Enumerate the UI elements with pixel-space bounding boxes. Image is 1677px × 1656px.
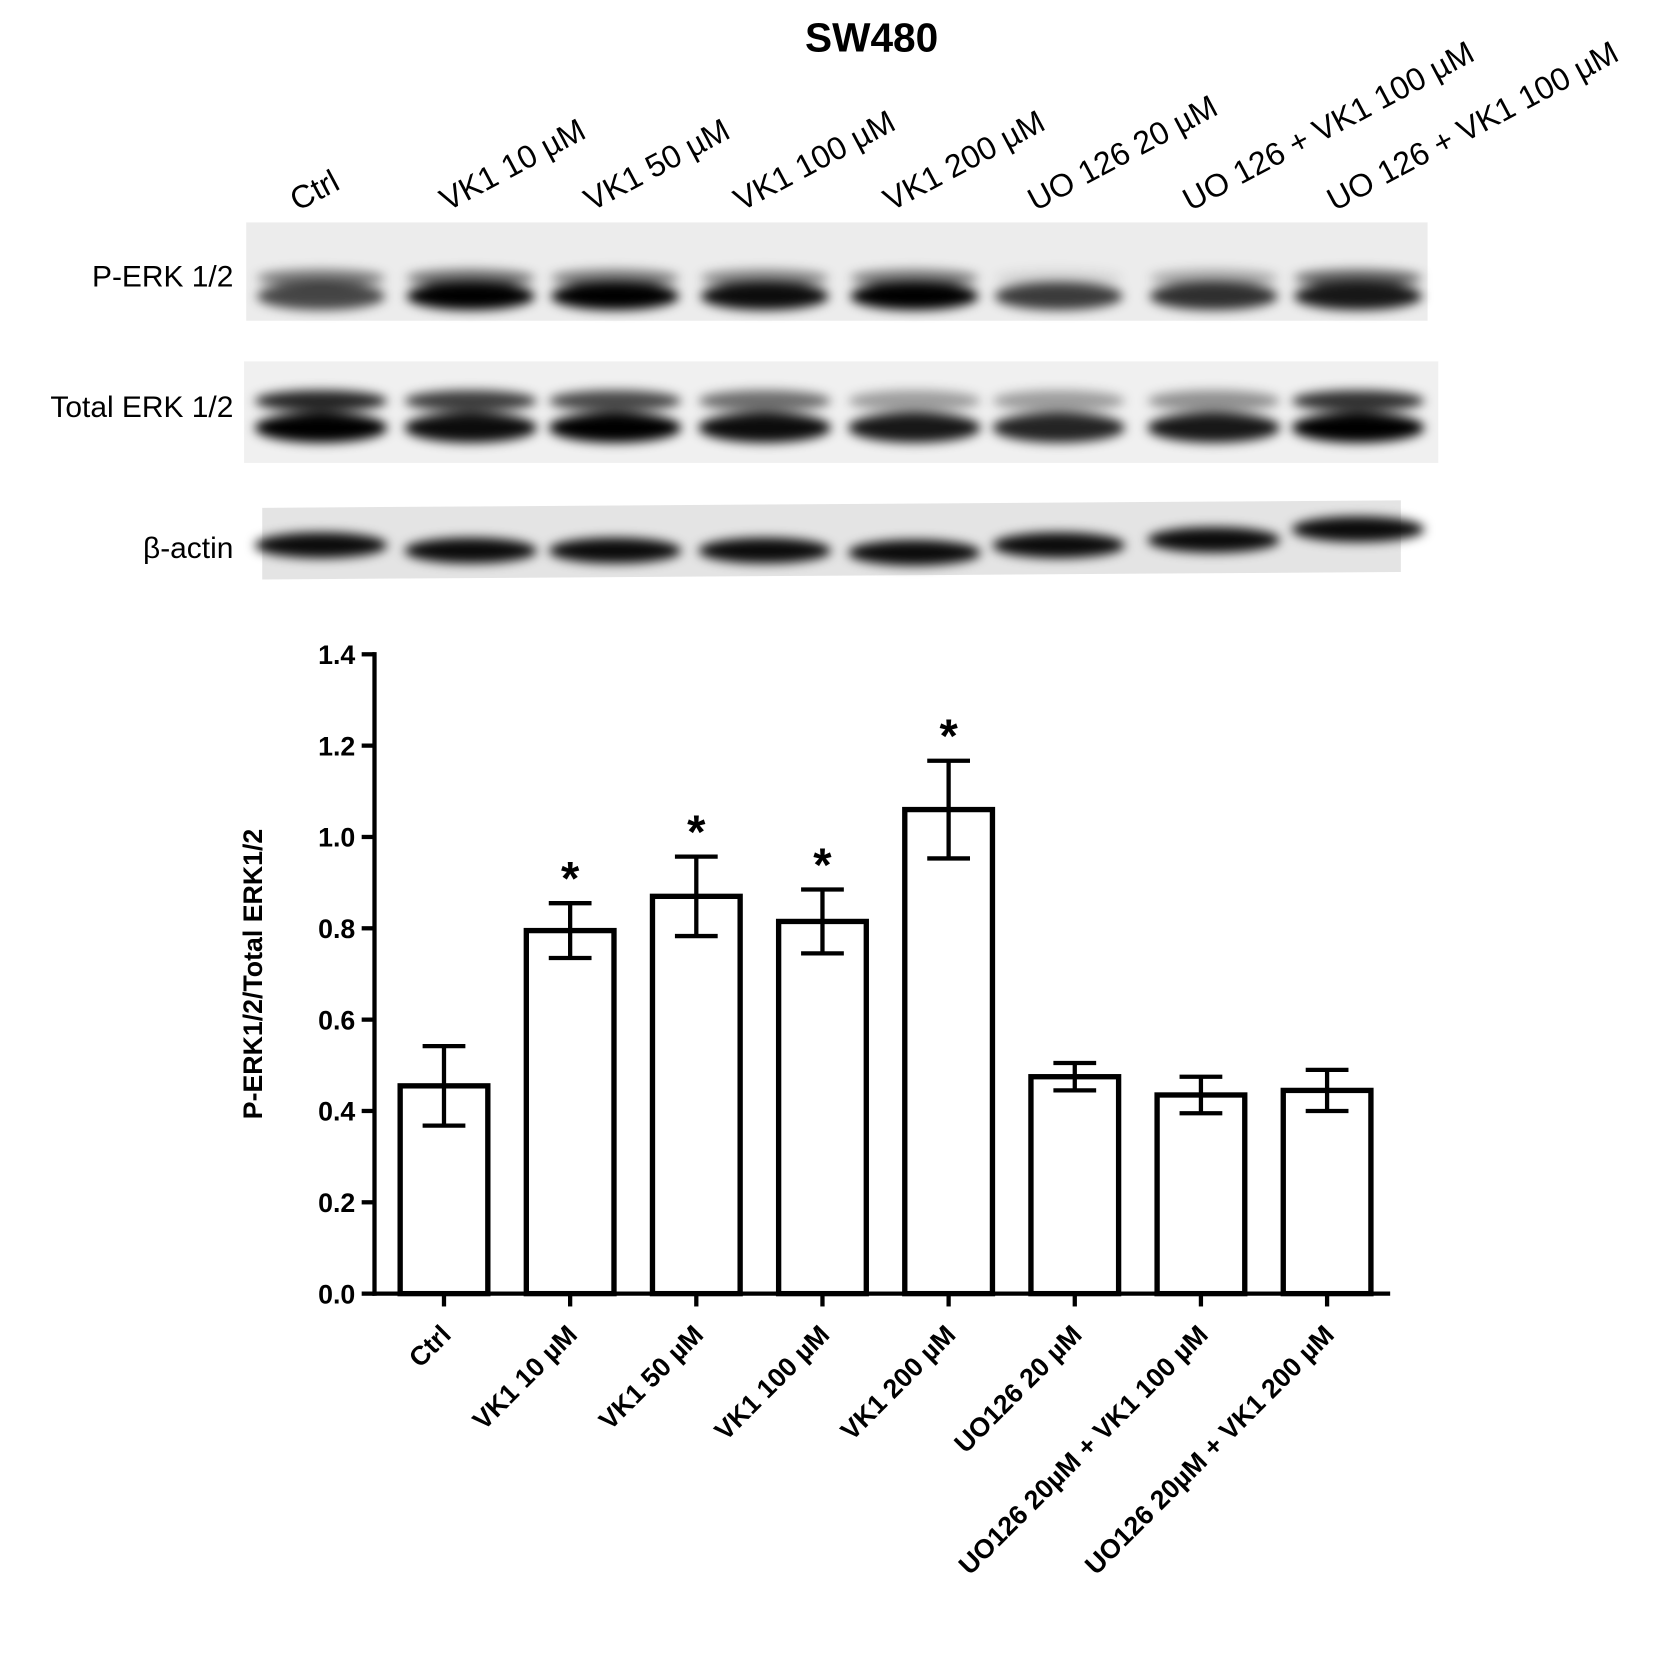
band — [1149, 282, 1278, 311]
band — [406, 269, 535, 287]
band — [700, 269, 829, 287]
band — [1293, 269, 1423, 287]
bar — [1028, 1074, 1122, 1297]
band — [850, 282, 979, 311]
band — [406, 282, 535, 311]
band — [548, 390, 682, 412]
band — [848, 390, 981, 412]
bar — [523, 927, 617, 1297]
band — [254, 532, 388, 559]
lane-label: Ctrl — [284, 163, 345, 218]
lane-label: VK1 10 µM — [434, 111, 592, 218]
band — [994, 282, 1123, 311]
significance-label: * — [561, 852, 580, 905]
band — [550, 282, 680, 311]
band — [254, 412, 388, 443]
y-tick-label: 0.0 — [318, 1279, 355, 1309]
blot-panel — [244, 361, 1439, 463]
band — [992, 532, 1126, 559]
band — [992, 412, 1126, 443]
band — [848, 412, 981, 443]
bar — [775, 918, 869, 1297]
band — [1147, 527, 1281, 553]
band — [698, 412, 832, 443]
lane-label: VK1 100 µM — [728, 103, 901, 218]
band — [700, 282, 829, 311]
band — [1291, 516, 1425, 543]
band — [1149, 269, 1278, 287]
lane-label: VK1 200 µM — [877, 103, 1050, 218]
band — [994, 269, 1123, 287]
band — [850, 269, 979, 287]
blot-row-label: Total ERK 1/2 — [50, 391, 233, 424]
significance-label: * — [813, 838, 832, 891]
band — [1147, 390, 1281, 412]
band — [256, 282, 386, 311]
band — [256, 269, 386, 287]
band — [698, 390, 832, 412]
band — [550, 269, 680, 287]
x-tick-label: Ctrl — [403, 1319, 457, 1373]
y-tick-label: 0.4 — [318, 1097, 355, 1127]
blot-row-label: P-ERK 1/2 — [92, 261, 233, 294]
significance-label: * — [687, 805, 706, 858]
blot-panel — [262, 500, 1401, 580]
x-tick-label: UO126 20µM + VK1 100 µM — [953, 1319, 1214, 1580]
bar — [1154, 1092, 1248, 1297]
y-tick-label: 0.2 — [318, 1188, 355, 1218]
lane-label: VK1 50 µM — [578, 111, 736, 218]
band — [1291, 390, 1425, 412]
bar — [1280, 1087, 1374, 1297]
x-tick-label: VK1 50 µM — [593, 1319, 709, 1435]
x-tick-label: VK1 10 µM — [467, 1319, 583, 1435]
x-tick-label: UO126 20µM + VK1 200 µM — [1079, 1319, 1340, 1580]
bar — [649, 893, 743, 1297]
y-tick-label: 0.8 — [318, 914, 355, 944]
bar — [902, 806, 996, 1297]
y-tick-label: 1.0 — [318, 823, 355, 853]
band — [404, 412, 538, 443]
band — [404, 390, 538, 412]
band — [404, 537, 538, 564]
x-tick-label: VK1 200 µM — [835, 1319, 962, 1446]
y-tick-label: 0.6 — [318, 1005, 355, 1035]
band — [1147, 412, 1281, 443]
band — [1293, 282, 1423, 311]
figure-title: SW480 — [805, 14, 938, 60]
y-tick-label: 1.2 — [318, 731, 355, 761]
y-tick-label: 1.4 — [318, 640, 355, 670]
band — [698, 537, 832, 564]
x-tick-label: VK1 100 µM — [709, 1319, 836, 1446]
band — [1291, 412, 1425, 443]
y-axis-label: P-ERK1/2/Total ERK1/2 — [238, 829, 268, 1120]
band — [254, 390, 388, 412]
band — [548, 412, 682, 443]
blot-bands — [254, 269, 1425, 566]
blot-row-label: β-actin — [143, 532, 233, 565]
band — [548, 537, 682, 564]
band — [992, 390, 1126, 412]
significance-label: * — [939, 709, 958, 762]
x-tick-label: UO126 20 µM — [948, 1319, 1087, 1458]
band — [848, 539, 981, 566]
